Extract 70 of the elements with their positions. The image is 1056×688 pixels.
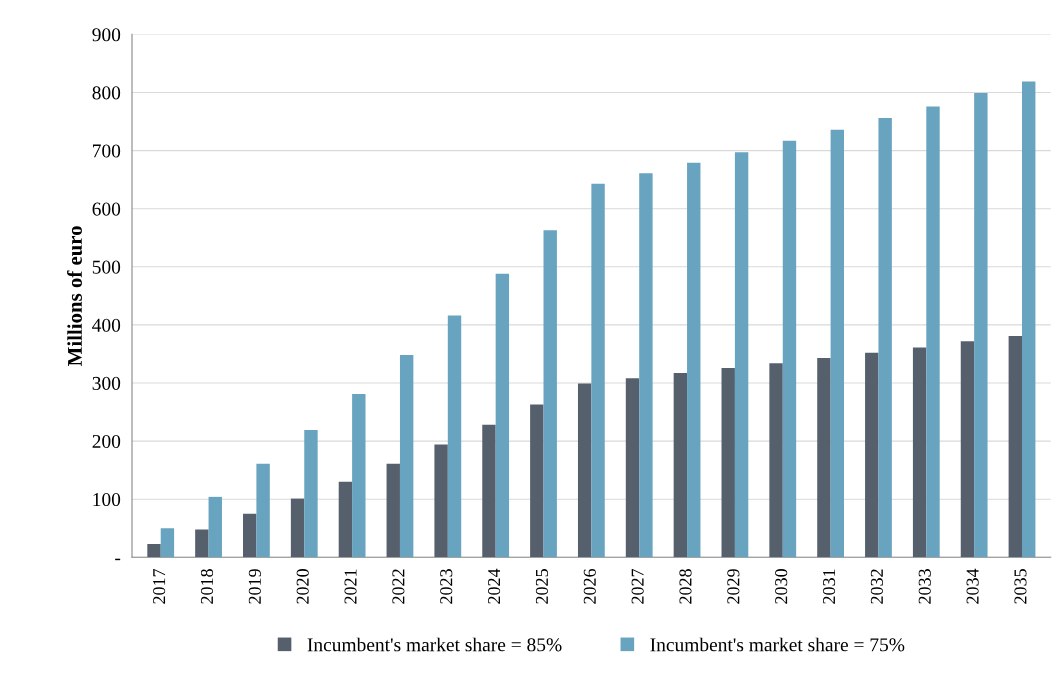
y-tick-label: 500	[92, 260, 121, 274]
bar	[1008, 335, 1023, 558]
x-tick-label: 2025	[535, 569, 549, 604]
y-tick-label: 100	[93, 493, 121, 507]
bar	[147, 543, 161, 558]
x-tick-label: 2020	[296, 569, 309, 604]
bar	[721, 367, 735, 558]
y-tick-label: 900	[92, 28, 121, 42]
x-tick-label: 2021	[344, 569, 357, 604]
x-tick-label: 2031	[822, 569, 836, 604]
legend-label: Incumbent's market share = 75%	[650, 637, 905, 652]
bar	[865, 352, 879, 558]
x-tick-label: 2024	[487, 568, 501, 604]
bar	[195, 529, 209, 558]
x-tick-label: 2032	[870, 569, 883, 604]
y-tick-label: 800	[92, 86, 121, 100]
x-tick-label: 2019	[248, 569, 261, 604]
x-tick-label: 2033	[918, 569, 931, 604]
y-axis-title: Millions of euro	[67, 226, 82, 366]
bar	[687, 162, 701, 558]
bar	[290, 498, 305, 558]
bar	[577, 383, 592, 558]
legend-label: Incumbent's market share = 85%	[307, 637, 562, 652]
bar	[625, 378, 640, 558]
bar	[434, 444, 448, 558]
bar	[1022, 81, 1036, 558]
bar	[399, 355, 414, 558]
x-tick-label: 2017	[153, 568, 166, 604]
bar	[960, 341, 975, 558]
bar	[352, 394, 366, 558]
bar	[530, 404, 544, 558]
bar	[160, 528, 175, 558]
bar	[830, 129, 845, 558]
x-tick-label: 2030	[775, 569, 788, 604]
x-tick-label: 2022	[392, 569, 405, 604]
bar	[482, 424, 496, 558]
bar	[243, 513, 257, 558]
bar	[386, 463, 400, 558]
bar	[338, 481, 353, 558]
bar	[673, 373, 688, 558]
x-tick-label: 2029	[727, 569, 740, 604]
bar	[734, 152, 749, 558]
x-tick-label: 2023	[440, 569, 453, 604]
x-tick-label: 2034	[966, 568, 979, 604]
x-tick-label: 2018	[200, 569, 214, 604]
bar	[591, 183, 605, 558]
y-tick-label: 400	[92, 318, 121, 332]
bar	[495, 273, 510, 558]
bar	[782, 140, 797, 558]
x-tick-label: 2026	[583, 568, 596, 604]
bar	[878, 118, 892, 558]
y-tick-label: 700	[93, 144, 121, 158]
x-tick-label: 2035	[1014, 569, 1027, 604]
x-tick-label: 2027	[631, 568, 644, 604]
bar	[974, 93, 988, 558]
bar	[208, 496, 222, 558]
bar	[912, 347, 927, 558]
bar	[817, 358, 831, 558]
bar	[543, 230, 557, 558]
bar	[769, 363, 783, 558]
bar	[447, 315, 462, 558]
bar	[256, 463, 270, 558]
x-tick-label: 2028	[679, 569, 692, 604]
y-tick-label: 600	[92, 202, 121, 216]
y-tick-label: 300	[92, 376, 121, 390]
bar	[639, 173, 653, 558]
y-tick-label: 200	[92, 434, 121, 449]
bar	[926, 106, 940, 558]
bar	[304, 430, 318, 558]
y-tick-label: -	[115, 558, 121, 561]
